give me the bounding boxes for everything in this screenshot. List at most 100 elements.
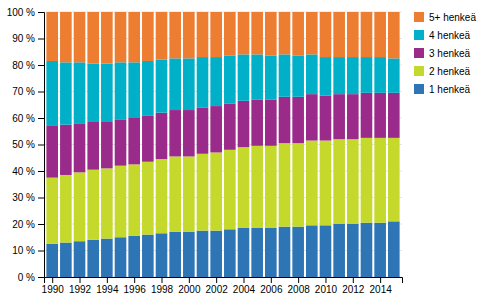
x-tick-label: 1992 — [69, 284, 92, 295]
bar — [60, 125, 72, 175]
x-tick-mark — [380, 277, 381, 283]
y-tick-mark — [38, 145, 44, 146]
legend-swatch — [414, 12, 424, 22]
bar — [197, 57, 209, 107]
bar — [347, 12, 359, 57]
bar — [46, 126, 58, 178]
bar — [388, 58, 400, 92]
bar — [128, 164, 140, 236]
bar — [388, 138, 400, 221]
bar — [169, 232, 181, 277]
x-tick: 1998 — [151, 277, 174, 295]
y-tick: 100 % — [7, 7, 44, 18]
bar — [238, 12, 250, 54]
y-tick-label: 100 % — [7, 7, 35, 18]
bar — [320, 141, 332, 226]
bar — [292, 56, 304, 97]
y-tick: 40 % — [12, 166, 44, 177]
bar — [374, 57, 386, 93]
legend-label: 1 henkeä — [429, 84, 471, 95]
bar — [333, 94, 345, 139]
bar — [210, 106, 222, 152]
bar — [210, 231, 222, 277]
x-tick: 2000 — [178, 277, 201, 295]
x-tick: 1990 — [42, 277, 65, 295]
bar — [101, 168, 113, 238]
bar — [279, 12, 291, 54]
bar — [74, 123, 86, 172]
x-axis: 1990199219941996199820002002200420062008… — [42, 277, 403, 295]
x-tick-label: 2010 — [315, 284, 338, 295]
bar — [142, 115, 154, 161]
bar — [142, 12, 154, 61]
y-tick-mark — [38, 251, 44, 252]
bar — [197, 107, 209, 153]
legend-swatch — [414, 66, 424, 76]
x-tick-mark — [353, 277, 354, 283]
bar-series — [46, 93, 399, 178]
x-tick-label: 1996 — [124, 284, 147, 295]
x-tick-mark — [162, 277, 163, 283]
x-tick-mark — [134, 277, 135, 283]
bar — [361, 12, 373, 57]
y-tick-label: 90 % — [12, 33, 35, 44]
bar — [197, 154, 209, 231]
chart: 1990199219941996199820002002200420062008… — [0, 0, 492, 303]
bar — [169, 156, 181, 232]
legend-label: 4 henkeä — [429, 30, 471, 41]
bar — [251, 99, 263, 145]
y-tick: 80 % — [12, 60, 44, 71]
y-tick-label: 70 % — [12, 86, 35, 97]
bar — [197, 12, 209, 57]
bar — [320, 57, 332, 95]
bar — [265, 56, 277, 100]
bar — [374, 12, 386, 57]
bar — [60, 62, 72, 124]
bar — [306, 94, 318, 140]
bar — [292, 97, 304, 143]
x-tick-label: 2014 — [370, 284, 393, 295]
bar — [224, 103, 236, 149]
bar — [292, 143, 304, 226]
bar — [238, 101, 250, 147]
y-tick-mark — [38, 65, 44, 66]
bar — [361, 93, 373, 138]
y-tick-label: 0 % — [18, 272, 35, 283]
x-tick-mark — [189, 277, 190, 283]
bar — [169, 58, 181, 110]
bar — [128, 236, 140, 277]
bar — [101, 122, 113, 168]
legend-swatch — [414, 48, 424, 58]
y-tick: 60 % — [12, 113, 44, 124]
legend-label: 2 henkeä — [429, 66, 471, 77]
y-tick: 50 % — [12, 139, 44, 150]
bar — [115, 166, 127, 238]
y-tick: 90 % — [12, 33, 44, 44]
bar — [115, 12, 127, 62]
bar — [374, 138, 386, 223]
y-tick-label: 80 % — [12, 60, 35, 71]
bar — [251, 228, 263, 277]
bar-series — [46, 54, 399, 126]
bar — [279, 97, 291, 143]
bar — [292, 227, 304, 277]
bar — [279, 54, 291, 96]
bar — [388, 12, 400, 58]
bar — [388, 221, 400, 277]
bar — [87, 240, 99, 277]
x-tick-label: 2012 — [342, 284, 365, 295]
bar — [60, 12, 72, 62]
legend-label: 3 henkeä — [429, 48, 471, 59]
bar — [87, 170, 99, 240]
bar-series — [46, 221, 399, 277]
x-tick: 2004 — [233, 277, 256, 295]
y-tick-label: 30 % — [12, 192, 35, 203]
y-tick-mark — [38, 277, 44, 278]
legend-item: 3 henkeä — [414, 48, 471, 59]
bar — [101, 12, 113, 64]
bar — [156, 12, 168, 60]
bar — [142, 235, 154, 277]
bar — [347, 57, 359, 94]
bar — [46, 178, 58, 244]
bar — [210, 12, 222, 57]
